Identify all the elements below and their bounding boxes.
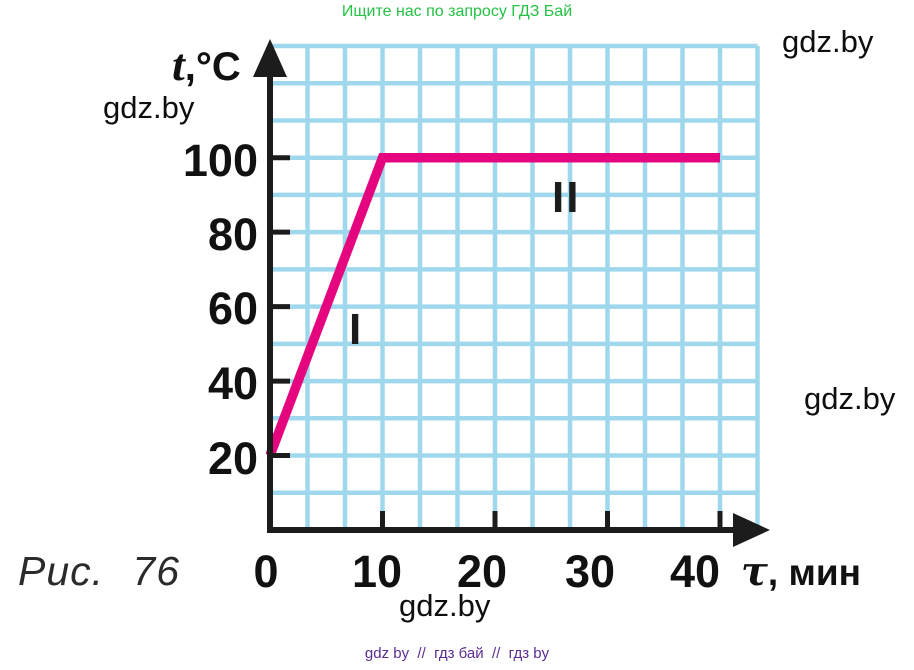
- x-axis-label: τ, мин: [741, 548, 861, 595]
- y-tick-label-60: 60: [207, 283, 258, 334]
- x-tick-label-0: 0: [253, 546, 279, 597]
- y-axis-symbol: t: [172, 39, 185, 90]
- temperature-curve: [265, 152, 720, 458]
- segment-label-II: II: [552, 173, 581, 222]
- x-tick-label-30: 30: [564, 546, 616, 597]
- y-tick-label-40: 40: [207, 358, 258, 409]
- x-axis-unit: , мин: [767, 552, 861, 593]
- x-axis-arrow-icon: [733, 513, 770, 547]
- y-axis-label: t,°C: [172, 38, 241, 91]
- watermark-left: gdz.by: [103, 90, 195, 125]
- segment-label-I: I: [349, 305, 364, 354]
- y-tick-label-100: 100: [182, 135, 258, 186]
- x-axis-symbol: τ: [741, 548, 768, 595]
- x-tick-label-20: 20: [456, 546, 508, 597]
- x-tick-label-10: 10: [351, 546, 403, 597]
- y-axis-unit: ,°C: [184, 45, 241, 89]
- y-tick-label-80: 80: [207, 209, 258, 260]
- y-axis-arrow-icon: [253, 39, 287, 77]
- x-tick-label-40: 40: [669, 546, 721, 597]
- y-tick-label-20: 20: [207, 433, 258, 484]
- watermark-top-right: gdz.by: [782, 24, 874, 59]
- promo-header-text: Ищите нас по запросу ГДЗ Бай: [341, 3, 573, 20]
- watermark-right-middle: gdz.by: [804, 381, 896, 416]
- promo-footer-text: gdz by // гдз бай // гдз by: [364, 645, 550, 662]
- figure-caption: Рис. 76: [18, 548, 181, 594]
- watermark-bottom-center: gdz.by: [399, 588, 491, 623]
